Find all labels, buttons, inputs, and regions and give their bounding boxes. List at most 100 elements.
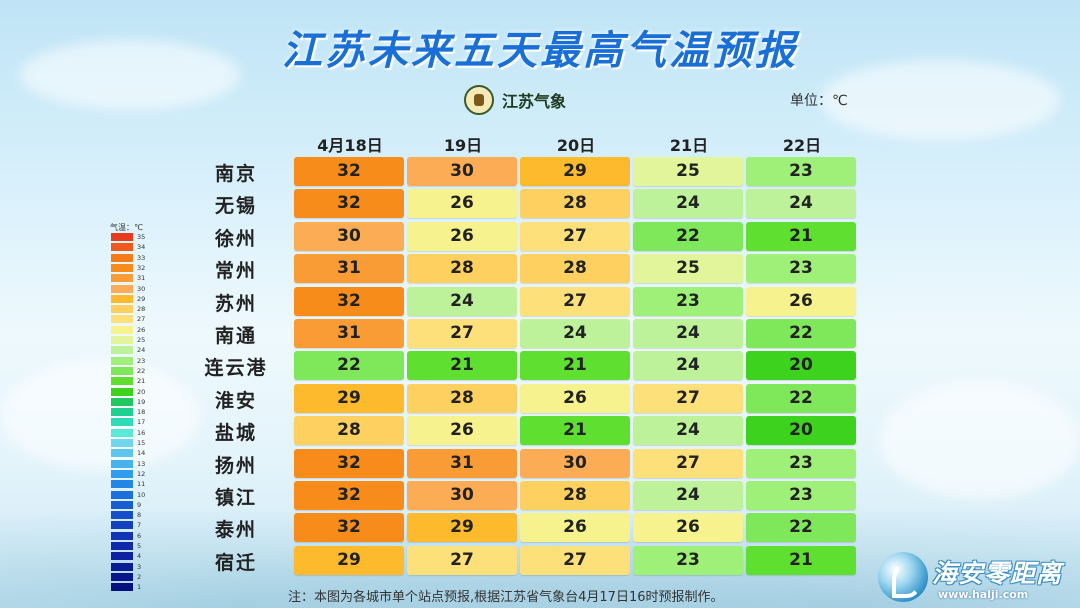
legend-swatch [111, 490, 133, 499]
temperature-cell: 27 [520, 221, 630, 251]
temperature-cell: 22 [746, 383, 856, 413]
legend-title: 气温：℃ [110, 223, 143, 232]
temperature-cell: 21 [407, 351, 517, 381]
background-cloud [820, 60, 1060, 140]
column-header-day: 22日 [782, 136, 822, 155]
row-header-city: 泰州 [214, 519, 257, 542]
temperature-cell: 27 [520, 545, 630, 575]
temperature-cell: 24 [746, 189, 856, 219]
legend-label: 18 [137, 408, 146, 417]
legend-swatch [111, 243, 133, 252]
temperature-cell: 32 [294, 448, 404, 478]
legend-swatch [111, 583, 133, 592]
temperature-cell: 27 [520, 286, 630, 316]
legend-swatch [111, 500, 133, 509]
temperature-cell: 26 [746, 286, 856, 316]
logo: 江苏气象 [464, 84, 594, 116]
temperature-cell: 27 [633, 448, 743, 478]
legend-label: 1 [137, 583, 142, 592]
legend-label: 28 [137, 305, 146, 314]
legend-swatch [111, 418, 133, 427]
legend-label: 31 [137, 274, 146, 283]
temperature-cell: 30 [520, 448, 630, 478]
temperature-cell: 22 [746, 319, 856, 348]
watermark-name: 海安零距离 [932, 559, 1063, 588]
row-header-city: 镇江 [214, 487, 257, 509]
row-header-city: 南京 [214, 163, 257, 185]
temperature-cell: 25 [633, 157, 743, 186]
temperature-cell: 28 [407, 254, 517, 284]
column-header-day: 20日 [556, 136, 596, 155]
legend-label: 32 [137, 263, 146, 272]
temperature-cell: 23 [633, 545, 743, 575]
temperature-cell: 20 [746, 351, 856, 381]
temperature-cell: 26 [407, 189, 517, 219]
temperature-cell: 26 [633, 513, 743, 543]
legend-swatch [111, 439, 133, 447]
legend-swatch [111, 469, 133, 478]
temperature-cell: 30 [407, 481, 517, 510]
temperature-cell: 21 [746, 221, 856, 251]
legend-label: 16 [137, 428, 146, 437]
temperature-cell: 29 [407, 513, 517, 543]
background-cloud [880, 380, 1080, 500]
row-header-city: 扬州 [214, 454, 257, 477]
temperature-cell: 26 [520, 513, 630, 543]
temperature-cell: 24 [520, 319, 630, 348]
legend-swatch [111, 294, 133, 303]
legend-label: 19 [137, 397, 146, 406]
temperature-cell: 23 [746, 157, 856, 186]
legend-swatch [111, 346, 133, 355]
background-cloud [0, 360, 200, 470]
row-header-city: 无锡 [214, 195, 257, 218]
legend-label: 14 [137, 449, 146, 458]
temperature-cell: 29 [294, 545, 404, 575]
legend-swatch [111, 263, 133, 272]
temperature-cell: 24 [633, 416, 743, 446]
logo-badge-icon [464, 85, 494, 115]
legend-label: 24 [137, 346, 146, 355]
legend-swatch [111, 397, 133, 406]
temperature-cell: 21 [520, 416, 630, 446]
row-header-city: 南通 [214, 325, 257, 347]
legend-label: 17 [137, 418, 146, 427]
temperature-cell: 28 [407, 383, 517, 413]
legend-label: 12 [137, 469, 146, 478]
temperature-cell: 23 [633, 286, 743, 316]
row-header-city: 盐城 [214, 422, 257, 445]
legend-swatch [111, 336, 133, 344]
temperature-cell: 27 [407, 545, 517, 575]
legend-swatch [111, 521, 133, 530]
temperature-cell: 31 [294, 254, 404, 284]
legend-swatch [111, 315, 133, 324]
legend-label: 34 [137, 243, 146, 252]
legend-label: 23 [137, 356, 146, 365]
legend-label: 25 [137, 336, 146, 344]
temperature-cell: 24 [407, 286, 517, 316]
row-header-city: 连云港 [204, 357, 268, 380]
temperature-cell: 30 [407, 157, 517, 186]
legend-label: 30 [137, 284, 146, 293]
unit-label: 单位：℃ [790, 93, 848, 109]
legend-swatch [111, 552, 133, 561]
temperature-cell: 29 [294, 383, 404, 413]
legend-label: 8 [137, 511, 142, 520]
row-header-city: 徐州 [214, 227, 257, 250]
temperature-cell: 20 [746, 416, 856, 446]
legend-label: 29 [137, 294, 146, 303]
legend-swatch [111, 284, 133, 293]
temperature-cell: 29 [520, 157, 630, 186]
temperature-cell: 31 [407, 448, 517, 478]
row-header-city: 常州 [214, 260, 257, 283]
legend-swatch [111, 387, 133, 396]
legend-swatch [111, 233, 133, 241]
legend-swatch [111, 377, 133, 386]
legend-label: 7 [137, 521, 142, 530]
legend-swatch [111, 428, 133, 437]
background-cloud [20, 40, 240, 110]
temperature-cell: 23 [746, 481, 856, 510]
legend-label: 26 [137, 325, 146, 334]
temperature-cell: 23 [746, 448, 856, 478]
legend-swatch [111, 356, 133, 365]
legend-label: 27 [137, 315, 146, 324]
